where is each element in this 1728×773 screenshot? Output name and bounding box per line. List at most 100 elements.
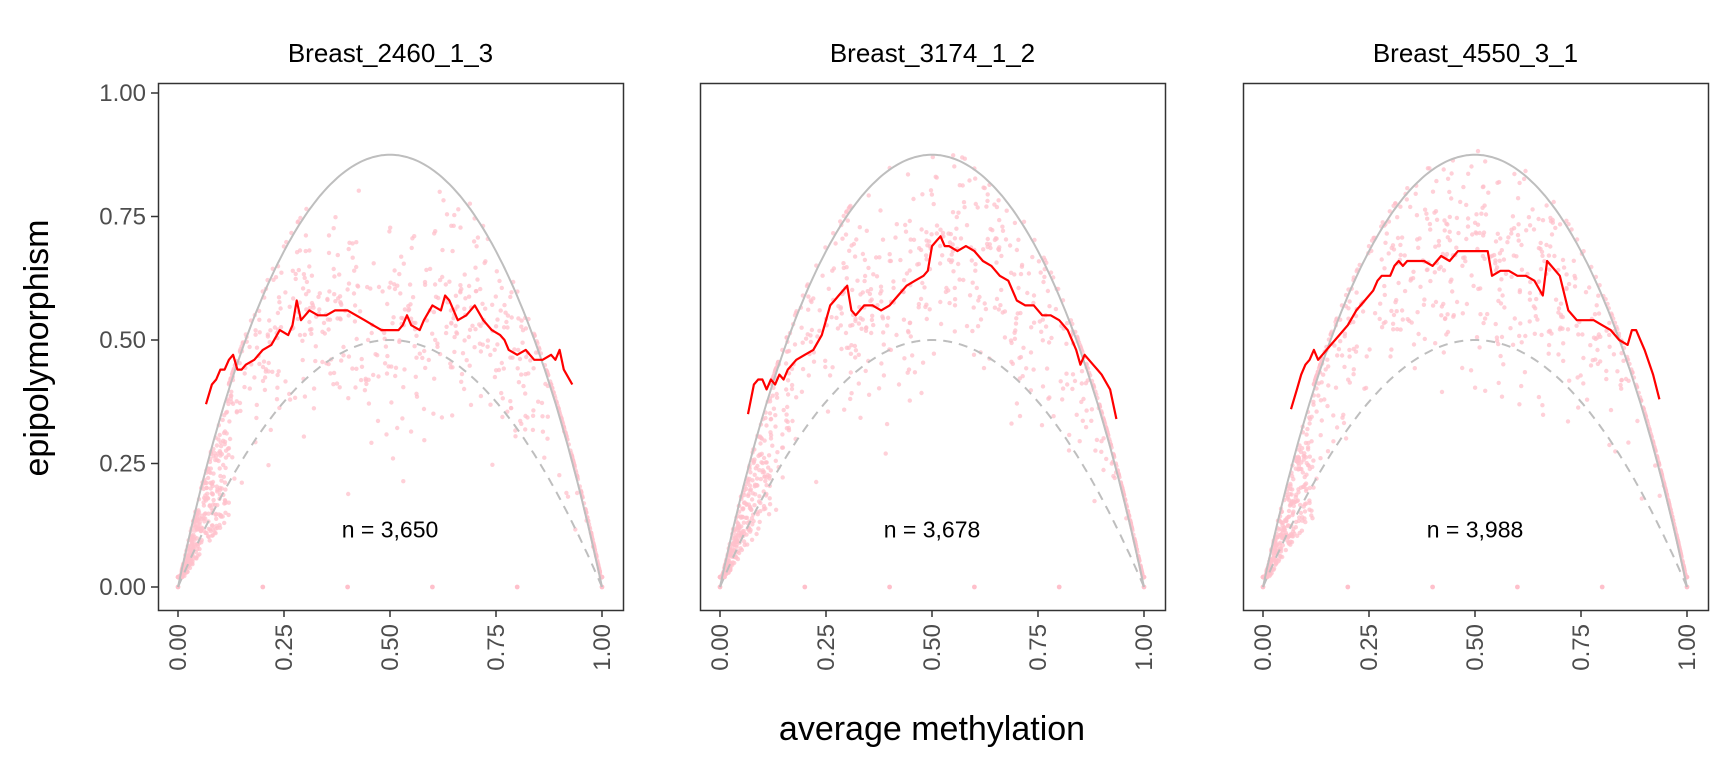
scatter-point [197, 552, 202, 557]
scatter-point [924, 302, 929, 307]
scatter-point [268, 427, 273, 433]
scatter-point [273, 275, 279, 280]
scatter-point [339, 358, 344, 363]
scatter-point [1493, 321, 1498, 327]
scatter-point [272, 325, 278, 330]
scatter-point [298, 215, 303, 221]
scatter-point [1430, 189, 1436, 194]
scatter-point [1607, 344, 1612, 349]
scatter-point [1070, 386, 1075, 392]
scatter-point [1428, 278, 1433, 284]
scatter-point [843, 232, 849, 237]
scatter-point [302, 394, 308, 399]
scatter-point [1072, 378, 1078, 384]
scatter-point [863, 328, 869, 333]
scatter-point [1346, 316, 1351, 321]
scatter-point [830, 365, 835, 370]
scatter-point [1657, 493, 1662, 498]
scatter-point [744, 532, 749, 537]
scatter-point [994, 236, 999, 241]
scatter-point [1436, 243, 1442, 248]
scatter-point [307, 264, 312, 269]
scatter-point [1018, 310, 1023, 316]
scatter-point [229, 389, 234, 394]
scatter-point [209, 533, 215, 538]
scatter-point [413, 374, 418, 379]
scatter-point [773, 413, 778, 418]
scatter-point [1388, 354, 1393, 359]
scatter-point [203, 516, 208, 521]
scatter-point [564, 490, 569, 496]
scatter-point [433, 229, 438, 234]
scatter-point [1398, 204, 1403, 209]
scatter-point [842, 407, 847, 412]
scatter-point [924, 230, 929, 235]
scatter-point [952, 236, 958, 241]
scatter-point [218, 512, 223, 518]
scatter-point [453, 293, 459, 298]
scatter-point [785, 404, 790, 410]
scatter-point [1483, 159, 1488, 164]
scatter-point [879, 288, 884, 294]
scatter-point [297, 248, 303, 253]
scatter-point [311, 305, 316, 310]
scatter-point [876, 386, 882, 391]
scatter-point [454, 331, 460, 336]
scatter-point [1539, 249, 1545, 254]
scatter-point [474, 244, 479, 249]
scatter-point [917, 246, 922, 251]
scatter-point [217, 449, 223, 454]
scatter-point [1556, 306, 1562, 311]
scatter-point [448, 361, 453, 366]
scatter-point [887, 584, 892, 590]
scatter-point [975, 205, 980, 210]
scatter-point [510, 355, 515, 360]
scatter-point [1594, 303, 1599, 308]
x-tick-label: 0.25 [271, 624, 298, 671]
scatter-point [1470, 232, 1475, 237]
scatter-point [905, 172, 911, 177]
scatter-point [811, 359, 817, 364]
x-tick-label: 0.50 [377, 624, 404, 671]
scatter-point [247, 386, 252, 391]
scatter-point [485, 338, 491, 343]
scatter-point [1341, 420, 1347, 426]
scatter-point [754, 483, 759, 488]
scatter-point [1433, 299, 1439, 305]
scatter-point [943, 289, 949, 295]
scatter-point [488, 402, 493, 407]
scatter-point [203, 480, 208, 486]
scatter-point [920, 192, 925, 197]
scatter-point [1286, 540, 1291, 545]
scatter-point [226, 512, 231, 518]
scatter-point [432, 376, 437, 381]
scatter-point [923, 253, 929, 258]
scatter-point [1496, 341, 1501, 347]
scatter-point [809, 299, 814, 305]
scatter-point [1509, 231, 1514, 236]
scatter-point [879, 361, 884, 366]
scatter-point [303, 292, 309, 297]
scatter-point [848, 203, 853, 209]
scatter-point [1454, 299, 1460, 305]
scatter-point [466, 283, 472, 289]
scatter-point [1501, 257, 1507, 262]
scatter-point [509, 315, 514, 320]
scatter-point [509, 290, 514, 295]
scatter-point [1111, 473, 1116, 479]
scatter-point [961, 200, 967, 205]
upper-bound-curve [177, 153, 603, 588]
scatter-point [1353, 349, 1359, 354]
scatter-point [954, 226, 959, 231]
scatter-point [303, 233, 309, 238]
scatter-point [413, 320, 418, 326]
scatter-point [911, 237, 917, 242]
scatter-point [350, 255, 355, 260]
scatter-point [449, 320, 454, 325]
scatter-point [817, 328, 822, 333]
scatter-point [1017, 355, 1022, 361]
scatter-point [1342, 334, 1347, 339]
scatter-point [1460, 263, 1465, 268]
scatter-point [1486, 190, 1491, 195]
scatter-point [353, 385, 358, 390]
